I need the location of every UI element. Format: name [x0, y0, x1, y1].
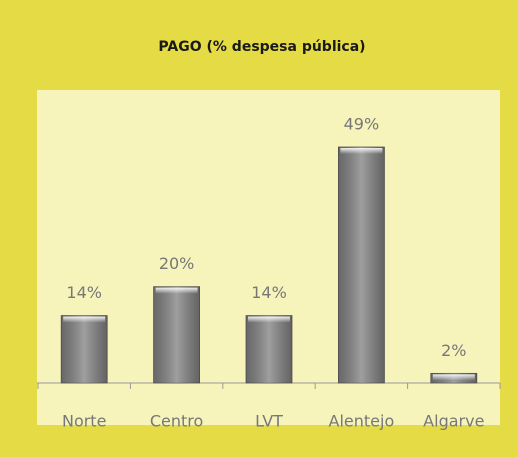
value-label: 14%	[66, 283, 102, 302]
bar-cap	[432, 374, 475, 381]
bar-shine	[338, 147, 385, 383]
value-label: 20%	[159, 254, 195, 273]
bar-shine	[246, 315, 292, 383]
bar-cap	[340, 148, 383, 154]
bar-cap	[248, 316, 290, 323]
x-tick-label: Centro	[150, 412, 203, 431]
value-label: 2%	[441, 341, 466, 360]
chart-title: PAGO (% despesa pública)	[158, 39, 365, 55]
bar-cap	[63, 316, 106, 323]
bar-shine	[153, 286, 200, 383]
x-tick-label: Norte	[62, 412, 106, 431]
x-tick-label: LVT	[255, 412, 283, 431]
x-tick-label: Alentejo	[329, 412, 395, 431]
value-label: 14%	[251, 283, 287, 302]
x-tick-label: Algarve	[423, 412, 484, 431]
bar-cap	[155, 287, 198, 294]
value-label: 49%	[344, 115, 380, 134]
bar-shine	[61, 315, 108, 383]
